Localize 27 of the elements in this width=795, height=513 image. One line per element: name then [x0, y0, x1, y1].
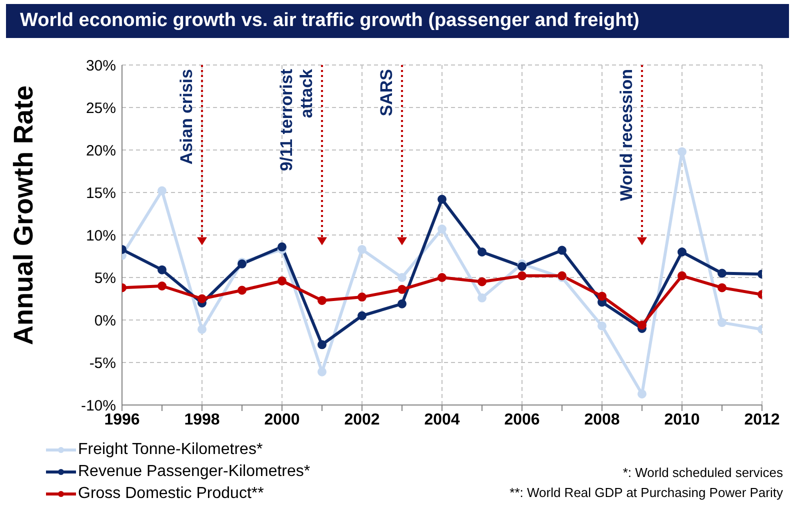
- y-tick-label: 10%: [86, 227, 116, 244]
- x-tick-label: 2012: [744, 411, 780, 428]
- x-tick-label: 2008: [584, 411, 620, 428]
- text: **: World Real GDP at Purchasing Power Parity: [510, 484, 783, 502]
- legend-label: Revenue Passenger-Kilometres*: [78, 462, 310, 482]
- ref-line-label: SARS: [377, 69, 396, 116]
- x-tick-label: 2006: [504, 411, 540, 428]
- y-axis-title: Annual Growth Rate: [8, 85, 39, 345]
- ref-line-label: 9/11 terrorist attack: [277, 68, 316, 172]
- y-tick-label: 15%: [86, 184, 116, 202]
- ref-line-label: World recession: [617, 69, 636, 201]
- x-tick-label: 2010: [664, 411, 700, 428]
- y-tick-label: -5%: [89, 354, 116, 372]
- y-tick-label: 25%: [86, 100, 116, 117]
- legend-label: Freight Tonne-Kilometres*: [78, 440, 263, 460]
- y-tick-label: 30%: [86, 57, 116, 74]
- chart-title: World economic growth vs. air traffic growth (passenger and freight): [6, 4, 789, 38]
- legend-label: Gross Domestic Product**: [78, 484, 264, 504]
- y-tick-label: 5%: [94, 270, 116, 287]
- text: *: World scheduled services: [622, 464, 783, 482]
- x-tick-label: 1998: [184, 411, 220, 428]
- x-tick-label: 2000: [264, 411, 300, 428]
- x-tick-label: 2002: [344, 411, 380, 428]
- y-tick-label: 0%: [94, 312, 116, 330]
- x-tick-label: 2004: [424, 411, 460, 428]
- ref-line-label: Asian crisis: [177, 69, 196, 164]
- y-tick-label: 20%: [86, 142, 116, 160]
